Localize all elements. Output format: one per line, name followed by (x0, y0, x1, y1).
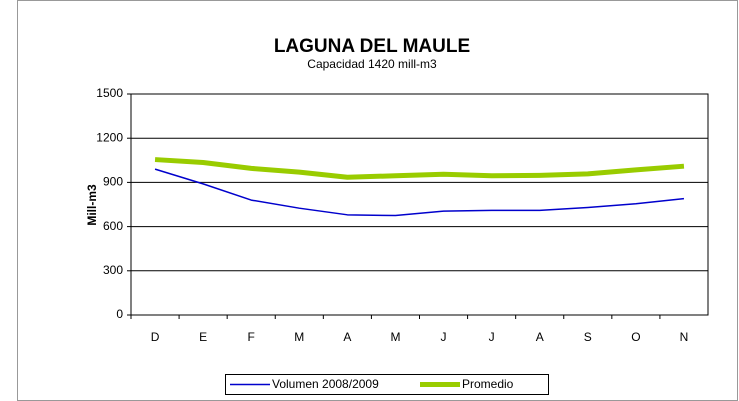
legend (225, 374, 549, 395)
x-tick-label: A (536, 330, 544, 344)
x-tick-label: J (489, 330, 495, 344)
y-tick-label: 0 (116, 307, 123, 321)
x-tick-label: S (584, 330, 592, 344)
y-tick-label: 1200 (96, 130, 123, 144)
chart-title: LAGUNA DEL MAULE (274, 36, 470, 57)
legend-label: Promedio (462, 377, 514, 391)
x-tick-label: M (294, 330, 304, 344)
series-line (154, 168, 685, 217)
x-tick-label: O (631, 330, 640, 344)
x-tick-label: D (151, 330, 160, 344)
y-axis-label: Mill-m3 (85, 184, 99, 226)
y-tick-label: 900 (103, 175, 123, 189)
y-tick-label: 600 (103, 219, 123, 233)
x-tick-label: F (248, 330, 255, 344)
x-tick-label: N (680, 330, 689, 344)
y-tick-label: 300 (103, 263, 123, 277)
x-tick-label: A (343, 330, 351, 344)
x-tick-label: E (199, 330, 207, 344)
chart-subtitle: Capacidad 1420 mill-m3 (307, 57, 437, 71)
series-line (154, 157, 685, 180)
legend-label: Volumen 2008/2009 (272, 377, 379, 391)
x-tick-label: J (441, 330, 447, 344)
y-tick-label: 1500 (96, 86, 123, 100)
x-tick-label: M (390, 330, 400, 344)
